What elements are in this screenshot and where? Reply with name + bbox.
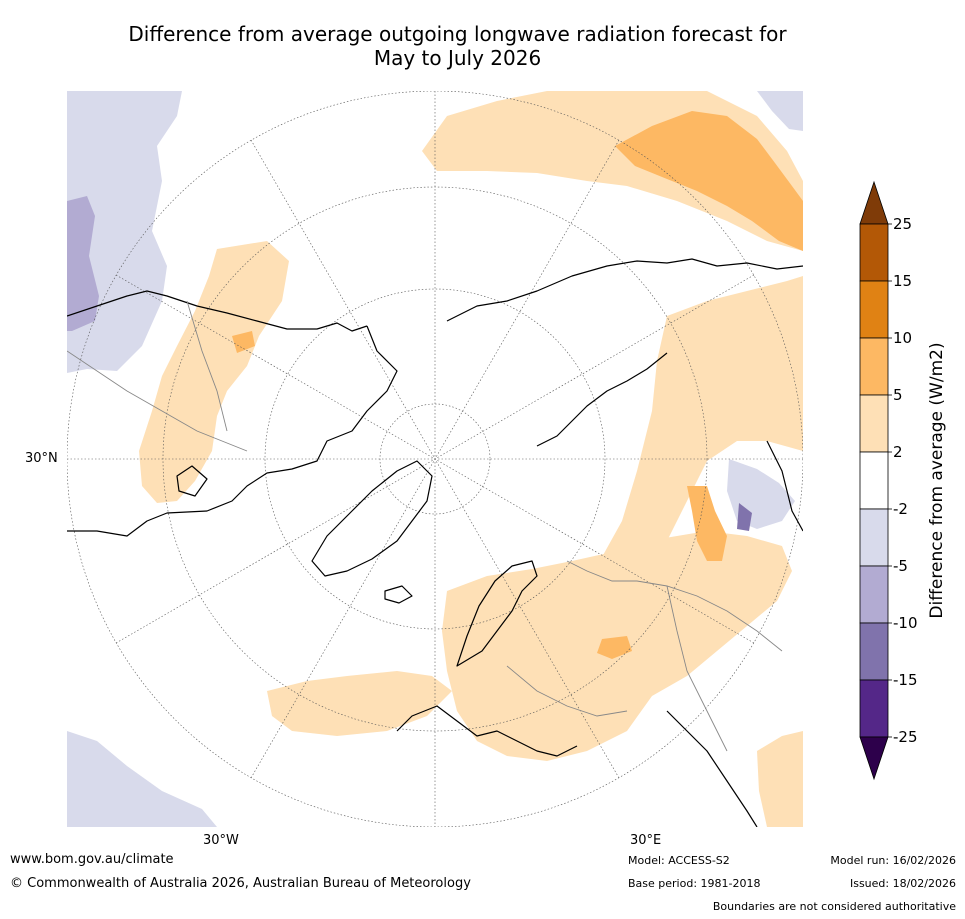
colorbar: 25 15 10 5 2 -2 -5 -10 -15 -25 Difference from ave… — [855, 180, 965, 790]
coast-iceland — [384, 585, 413, 604]
colorbar-segment — [859, 280, 889, 339]
colorbar-segment — [859, 223, 889, 282]
colorbar-tick-label: -2 — [893, 500, 908, 518]
colorbar-segment — [859, 337, 889, 396]
lon-label-30w: 30°W — [203, 833, 239, 848]
colorbar-tick-label: -25 — [893, 728, 918, 746]
coastlines — [67, 258, 803, 827]
colorbar-extend-bottom — [859, 736, 889, 781]
title-line-1: Difference from average outgoing longwav… — [128, 22, 787, 46]
colorbar-tick-label: 2 — [893, 443, 903, 461]
latitude-circle — [264, 288, 606, 630]
colorbar-segment — [859, 679, 889, 738]
colorbar-segment — [859, 565, 889, 624]
anomaly-neg-asia-inner — [737, 503, 752, 531]
footer-model-run: Model run: 16/02/2026 — [830, 854, 956, 867]
anomaly-pos-north-america — [139, 241, 289, 503]
polar-map — [67, 91, 803, 827]
coast-russia-arctic — [536, 352, 668, 447]
coast-greenland — [311, 460, 433, 577]
footer-issued: Issued: 18/02/2026 — [849, 877, 956, 890]
anomaly-pos-atlantic — [267, 671, 452, 736]
anomaly-pos-mid-asia — [687, 486, 727, 561]
anomaly-pos-mid-pacific — [615, 111, 803, 251]
footer-copyright: © Commonwealth of Australia 2026, Austra… — [10, 876, 471, 891]
anomaly-neg-sw — [67, 731, 217, 827]
meridian — [115, 274, 755, 644]
coast-east-asia — [766, 440, 803, 532]
footer-base-period: Base period: 1981-2018 — [628, 877, 761, 890]
colorbar-tick-label: 10 — [893, 329, 912, 347]
boundary-north-america — [67, 350, 248, 452]
anomaly-pos-se-corner — [757, 731, 803, 827]
graticule — [67, 91, 803, 827]
lat-label-30n: 30°N — [25, 451, 58, 466]
footer-disclaimer: Boundaries are not considered authoritat… — [712, 900, 956, 913]
coast-norway — [456, 560, 538, 667]
coast-hudson-bay — [176, 465, 208, 497]
coast-west-asia — [666, 710, 758, 827]
coast-siberia — [446, 258, 803, 322]
colorbar-tick-label: -15 — [893, 671, 918, 689]
boundary-central-asia — [666, 585, 728, 752]
boundary-europe — [506, 665, 628, 717]
coast-north-america-arctic — [67, 325, 398, 537]
anomaly-neg-asia-outer — [727, 459, 795, 529]
colorbar-tick-label: -5 — [893, 557, 908, 575]
coast-alaska — [67, 290, 368, 332]
footer-model: Model: ACCESS-S2 — [628, 854, 730, 867]
colorbar-tick-label: -10 — [893, 614, 918, 632]
boundary-canada — [186, 300, 228, 432]
lon-label-30e: 30°E — [630, 833, 662, 848]
colorbar-svg: 25 15 10 5 2 -2 -5 -10 -15 -25 Difference from ave… — [859, 180, 947, 781]
anomaly-neg-ne — [757, 91, 803, 131]
colorbar-tick-label: 25 — [893, 215, 912, 233]
anomaly-pos-mid-europe — [597, 636, 632, 659]
anomaly-pos-asia-east — [597, 276, 803, 571]
boundaries — [67, 300, 783, 752]
colorbar-segment — [859, 451, 889, 510]
coast-europe-south — [396, 705, 578, 757]
anomaly-pos-mid-america — [232, 331, 255, 353]
colorbar-segment — [859, 622, 889, 681]
colorbar-label: Difference from average (W/m2) — [927, 342, 947, 618]
colorbar-tick-label: 5 — [893, 386, 903, 404]
map-svg — [67, 91, 803, 827]
anomaly-neg-nw-inner — [67, 196, 99, 331]
title-line-2: May to July 2026 — [373, 46, 542, 70]
colorbar-segment — [859, 394, 889, 453]
colorbar-tick-label: 15 — [893, 272, 912, 290]
footer-website: www.bom.gov.au/climate — [10, 852, 174, 867]
colorbar-extend-top — [859, 180, 889, 225]
map-title: Difference from average outgoing longwav… — [60, 22, 855, 70]
colorbar-segment — [859, 508, 889, 567]
